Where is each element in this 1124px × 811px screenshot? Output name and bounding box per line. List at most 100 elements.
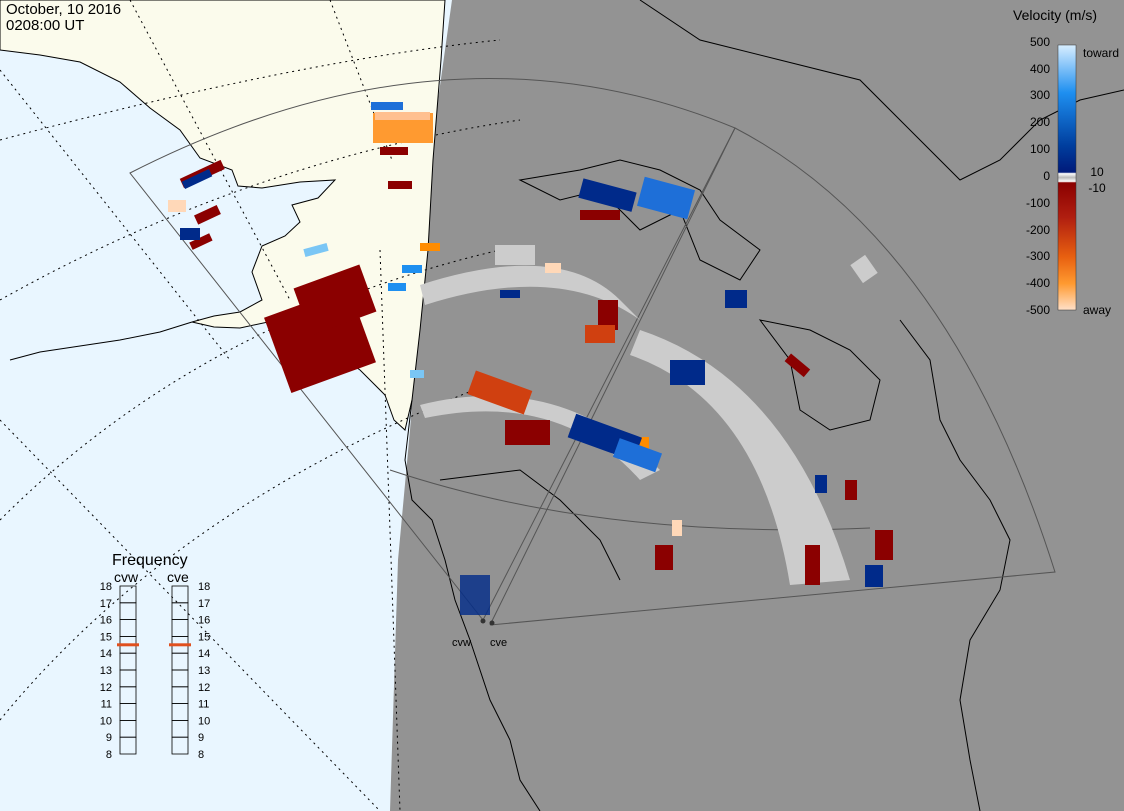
frequency-tick: 14 <box>100 648 112 660</box>
night-region <box>390 0 1124 811</box>
velocity-cell <box>505 420 550 445</box>
velocity-tick: -100 <box>1026 196 1050 210</box>
frequency-columns <box>117 585 191 755</box>
velocity-cell <box>460 575 490 615</box>
velocity-tick: 10 <box>1090 165 1104 179</box>
velocity-cell <box>815 475 827 493</box>
velocity-tick: 500 <box>1030 35 1050 49</box>
velocity-cell <box>180 228 200 240</box>
frequency-tick: 17 <box>198 598 210 610</box>
velocity-tick: -10 <box>1088 181 1106 195</box>
frequency-tick: 9 <box>106 732 112 744</box>
radar-site-cve <box>489 620 495 626</box>
velocity-tick: -400 <box>1026 276 1050 290</box>
frequency-marker <box>169 643 191 647</box>
velocity-cell <box>181 169 213 189</box>
velocity-cell <box>380 147 408 155</box>
velocity-toward-strong-cells <box>303 102 695 473</box>
velocity-colorbar <box>1057 44 1077 311</box>
frequency-tick: 16 <box>198 615 210 627</box>
velocity-cell <box>865 565 883 587</box>
frequency-tick: 13 <box>100 665 112 677</box>
velocity-cell <box>388 181 412 189</box>
velocity-cell <box>580 210 620 220</box>
velocity-cell <box>598 300 618 330</box>
velocity-cell <box>194 204 221 225</box>
frequency-tick: 12 <box>198 682 210 694</box>
radar-site-label-cvw: cvw <box>452 637 471 649</box>
velocity-tick: -300 <box>1026 249 1050 263</box>
velocity-scale-title: Velocity (m/s) <box>1013 7 1097 23</box>
velocity-cell <box>637 176 695 220</box>
frequency-cell <box>171 736 189 755</box>
ground-scatter-arc <box>630 330 850 585</box>
date-label: October, 10 2016 <box>6 1 122 18</box>
velocity-away-strong-cells <box>168 112 682 536</box>
frequency-tick: 18 <box>100 581 112 593</box>
frequency-tick: 12 <box>100 682 112 694</box>
velocity-cell <box>375 112 430 120</box>
graticule <box>0 0 521 811</box>
velocity-cell <box>467 370 533 415</box>
east-coastline <box>899 319 1011 811</box>
velocity-cell <box>420 243 440 251</box>
velocity-toward-label: toward <box>1083 46 1119 60</box>
velocity-tick: -200 <box>1026 223 1050 237</box>
frequency-cell <box>119 736 137 755</box>
inland-border <box>439 469 621 581</box>
velocity-cell <box>293 264 377 336</box>
velocity-cell <box>500 290 520 298</box>
frequency-title: Frequency <box>112 552 188 569</box>
frequency-tick: 10 <box>100 715 112 727</box>
frequency-tick: 14 <box>198 648 210 660</box>
ground-scatter-cell <box>495 245 535 265</box>
velocity-tick: 100 <box>1030 142 1050 156</box>
time-label: 0208:00 UT <box>6 17 85 34</box>
west-coastline <box>404 399 541 811</box>
velocity-cell <box>388 283 406 291</box>
frequency-tick: 17 <box>100 598 112 610</box>
velocity-cell <box>578 178 637 212</box>
velocity-cell <box>168 200 186 212</box>
velocity-cell <box>303 243 329 257</box>
frequency-tick: 11 <box>198 699 209 711</box>
velocity-tick: 300 <box>1030 88 1050 102</box>
velocity-cell <box>672 520 682 536</box>
velocity-cell <box>612 438 663 473</box>
frequency-tick: 13 <box>198 665 210 677</box>
velocity-cell <box>585 325 615 343</box>
velocity-tick: 400 <box>1030 62 1050 76</box>
velocity-cell <box>371 102 403 110</box>
velocity-tick: 200 <box>1030 115 1050 129</box>
velocity-tick: 0 <box>1043 169 1050 183</box>
frequency-radar-label-cve: cve <box>167 569 189 585</box>
velocity-cell <box>410 370 424 378</box>
velocity-cell <box>189 233 213 250</box>
velocity-tick-labels: 500 400 300 200 100 10 0 -10 -100 -200 -… <box>1026 35 1106 317</box>
velocity-cell <box>784 353 811 378</box>
radar-site-cvw <box>480 618 486 624</box>
frequency-tick-labels: 18 18 17 17 16 16 15 15 14 14 13 13 12 12 11 11 10 10 9 9 8 8 <box>100 581 211 761</box>
frequency-radar-label-cvw: cvw <box>114 569 139 585</box>
frequency-tick: 8 <box>106 749 112 761</box>
frequency-tick: 8 <box>198 749 204 761</box>
velocity-cell <box>402 265 422 273</box>
ground-scatter-cell <box>850 254 878 284</box>
frequency-tick: 11 <box>101 699 112 711</box>
velocity-cell <box>875 530 893 560</box>
velocity-cell <box>655 545 673 570</box>
velocity-cell <box>545 263 561 273</box>
hudson-bay-outline <box>758 319 881 431</box>
frequency-tick: 18 <box>198 581 210 593</box>
velocity-cell <box>805 545 820 585</box>
aleutian-coast <box>9 321 193 361</box>
velocity-away-label: away <box>1083 303 1111 317</box>
velocity-cell <box>845 480 857 500</box>
frequency-tick: 16 <box>100 615 112 627</box>
frequency-tick: 15 <box>198 631 210 643</box>
frequency-tick: 9 <box>198 732 204 744</box>
radar-site-label-cve: cve <box>490 637 507 649</box>
ground-scatter-arc <box>420 265 640 320</box>
